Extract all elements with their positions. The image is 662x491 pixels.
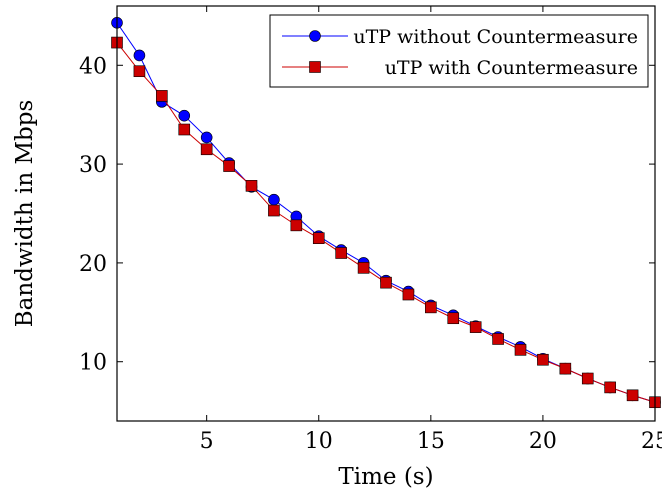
x-tick-label: 5 bbox=[200, 429, 214, 454]
legend-marker bbox=[310, 62, 321, 73]
series-2 bbox=[112, 37, 661, 408]
y-tick-label: 20 bbox=[79, 252, 107, 277]
data-point bbox=[470, 322, 481, 333]
data-point bbox=[336, 248, 347, 259]
y-axis-label: Bandwidth in Mbps bbox=[12, 100, 38, 328]
x-tick-label: 20 bbox=[529, 429, 557, 454]
data-point bbox=[358, 262, 369, 273]
data-point bbox=[201, 132, 212, 143]
data-point bbox=[134, 66, 145, 77]
data-point bbox=[560, 363, 571, 374]
data-point bbox=[268, 194, 279, 205]
legend-label: uTP without Countermeasure bbox=[353, 26, 638, 48]
data-point bbox=[403, 289, 414, 300]
series-line bbox=[117, 43, 655, 403]
data-point bbox=[179, 110, 190, 121]
data-point bbox=[246, 180, 257, 191]
data-point bbox=[381, 277, 392, 288]
data-point bbox=[134, 50, 145, 61]
data-point bbox=[201, 144, 212, 155]
data-point bbox=[448, 313, 459, 324]
x-tick-label: 15 bbox=[417, 429, 445, 454]
data-point bbox=[582, 373, 593, 384]
legend-marker bbox=[310, 31, 321, 42]
data-point bbox=[291, 220, 302, 231]
data-point bbox=[156, 90, 167, 101]
y-tick-label: 40 bbox=[79, 54, 107, 79]
data-point bbox=[515, 344, 526, 355]
data-point bbox=[313, 233, 324, 244]
data-point bbox=[493, 333, 504, 344]
data-point bbox=[627, 390, 638, 401]
x-tick-label: 25 bbox=[641, 429, 662, 454]
legend: uTP without Countermeasure uTP with Count… bbox=[270, 15, 648, 87]
data-point bbox=[605, 382, 616, 393]
data-point bbox=[268, 205, 279, 216]
data-point bbox=[425, 302, 436, 313]
data-point bbox=[537, 354, 548, 365]
data-point bbox=[179, 124, 190, 135]
y-tick-label: 30 bbox=[79, 153, 107, 178]
data-point bbox=[224, 161, 235, 172]
x-axis-label: Time (s) bbox=[338, 464, 433, 490]
legend-label: uTP with Countermeasure bbox=[385, 57, 638, 79]
x-tick-label: 10 bbox=[305, 429, 333, 454]
y-tick-label: 10 bbox=[79, 351, 107, 376]
